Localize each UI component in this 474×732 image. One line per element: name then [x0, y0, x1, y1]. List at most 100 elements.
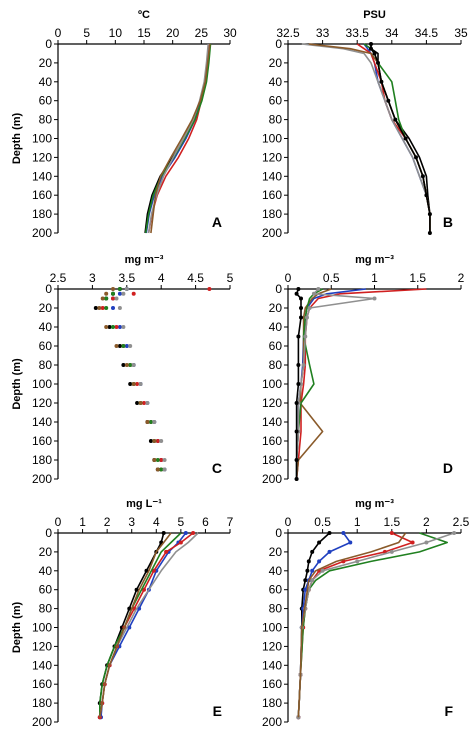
x-tick-label: 35 [454, 26, 468, 40]
data-point [207, 287, 212, 291]
data-point [152, 420, 157, 424]
y-tick-label: 120 [262, 396, 282, 410]
x-tick-label: 3 [89, 271, 96, 285]
data-point [145, 420, 150, 424]
y-tick-label: 60 [39, 583, 53, 597]
panel-letter: F [444, 703, 453, 719]
y-tick-label: 0 [275, 282, 282, 296]
y-tick-label: 80 [269, 113, 283, 127]
y-tick-label: 160 [262, 188, 282, 202]
y-tick-label: 100 [32, 621, 52, 635]
data-point [294, 291, 299, 296]
y-tick-label: 140 [262, 415, 282, 429]
y-tick-label: 80 [269, 602, 283, 616]
series-line [99, 532, 199, 718]
x-tick-label: 4 [158, 271, 165, 285]
y-tick-label: 180 [32, 696, 52, 710]
panel-f: 0 0.5 1 1.5 2 2.5 0 20 40 60 80 100 120 140 160 180 200 m… [262, 498, 470, 729]
data-point [379, 79, 384, 84]
y-axis-label: Depth (m) [11, 602, 23, 654]
y-tick-label: 200 [32, 472, 52, 486]
series-line [297, 532, 407, 718]
y-tick-label: 100 [262, 132, 282, 146]
data-point [296, 334, 301, 339]
y-tick-label: 140 [32, 658, 52, 672]
data-point [294, 429, 299, 434]
series-line [150, 43, 211, 234]
y-tick-label: 60 [269, 339, 283, 353]
series-line [308, 43, 431, 233]
x-tick-label: 0 [285, 515, 292, 529]
data-point [97, 306, 102, 310]
data-point [372, 296, 377, 301]
data-point [299, 315, 303, 320]
data-point [124, 344, 129, 348]
x-tick-label: 5 [227, 271, 234, 285]
data-point [327, 531, 332, 535]
y-tick-label: 140 [32, 169, 52, 183]
data-point [294, 477, 299, 481]
y-tick-label: 0 [45, 37, 52, 51]
data-point [389, 549, 394, 554]
data-point [138, 382, 143, 386]
x-tick-label: 30 [223, 26, 237, 40]
panel-title: PSU [363, 9, 386, 21]
series-line [295, 288, 332, 480]
data-point [155, 439, 160, 443]
x-tick-label: 0 [285, 271, 292, 285]
data-point [127, 625, 132, 630]
y-tick-label: 160 [262, 677, 282, 691]
series-line [99, 532, 194, 718]
x-tick-label: 34 [385, 26, 399, 40]
y-tick-label: 40 [269, 75, 283, 89]
data-point [389, 531, 394, 535]
y-tick-label: 120 [262, 639, 282, 653]
y-tick-label: 80 [39, 358, 53, 372]
x-tick-label: 1.5 [409, 271, 426, 285]
data-point [393, 117, 398, 122]
data-point [306, 559, 311, 564]
y-tick-label: 60 [269, 583, 283, 597]
data-point [299, 306, 303, 310]
y-tick-label: 200 [32, 715, 52, 729]
y-tick-label: 180 [32, 207, 52, 221]
data-point [152, 439, 157, 443]
x-tick-label: 15 [137, 26, 151, 40]
y-tick-label: 140 [262, 169, 282, 183]
series-line [145, 43, 211, 234]
y-tick-label: 40 [269, 564, 283, 578]
series-line [147, 43, 209, 234]
data-point [320, 568, 325, 573]
x-tick-label: 2.5 [453, 515, 470, 529]
x-tick-label: 2 [458, 271, 465, 285]
data-point [121, 325, 126, 329]
data-point [111, 325, 115, 329]
data-point [155, 458, 160, 462]
x-tick-label: 5 [83, 26, 90, 40]
panel-c: 2.5 3 3.5 4 4.5 5 0 20 40 60 80 100 120 140 160 180 200 m… [11, 254, 234, 486]
y-tick-label: 120 [32, 150, 52, 164]
y-tick-label: 160 [32, 188, 52, 202]
panel-letter: D [443, 460, 453, 476]
series-line [99, 532, 165, 718]
data-point [162, 458, 167, 462]
x-tick-label: 4 [153, 515, 160, 529]
data-point [420, 174, 425, 179]
series-line [144, 43, 212, 234]
data-point [104, 306, 109, 310]
data-point [296, 382, 301, 386]
data-point [100, 296, 105, 301]
data-point [303, 334, 308, 339]
data-point [301, 363, 306, 367]
data-point [117, 291, 122, 296]
y-tick-label: 60 [39, 339, 53, 353]
y-axis-label: Depth (m) [11, 113, 23, 165]
x-tick-label: 34.5 [415, 26, 439, 40]
y-tick-label: 80 [39, 113, 53, 127]
y-tick-label: 120 [262, 150, 282, 164]
y-tick-label: 140 [262, 658, 282, 672]
y-tick-label: 160 [32, 434, 52, 448]
data-point [159, 458, 164, 462]
y-tick-label: 200 [262, 715, 282, 729]
data-point [303, 578, 308, 583]
